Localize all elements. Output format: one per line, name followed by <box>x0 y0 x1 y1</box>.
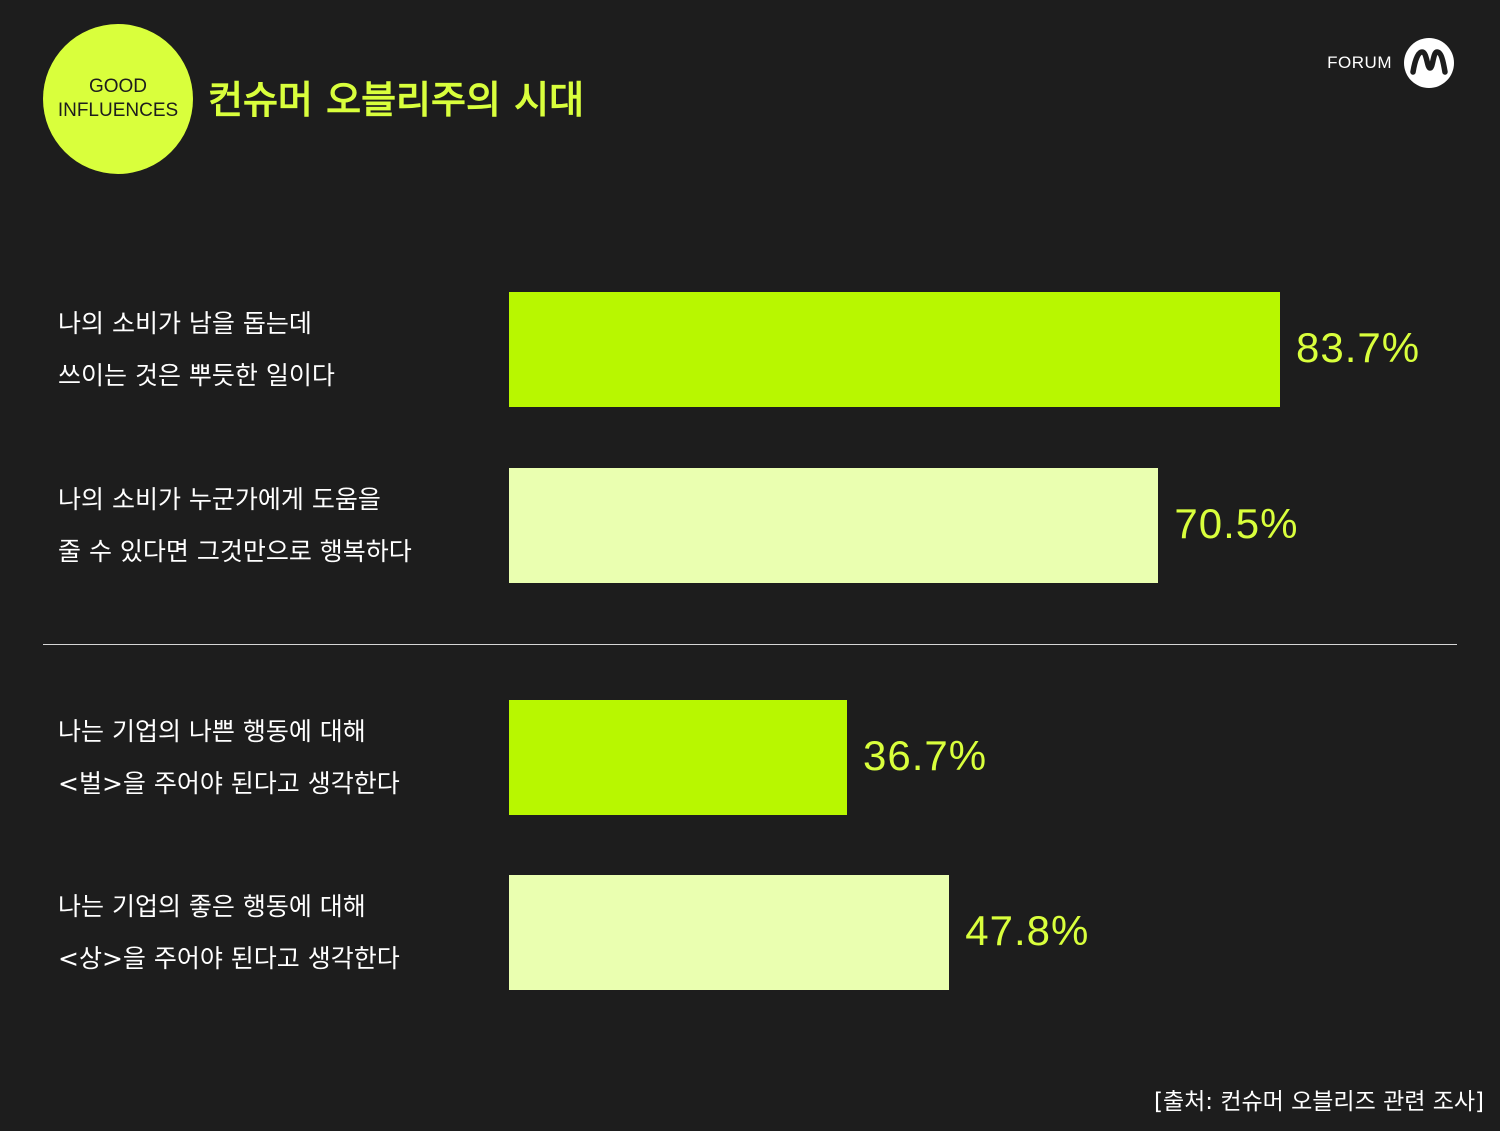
brand: FORUM <box>1327 38 1454 88</box>
value-label: 70.5% <box>1174 500 1299 547</box>
bar <box>509 292 1280 407</box>
category-label-line: 나는 기업의 좋은 행동에 대해 <box>58 892 366 921</box>
category-label-line: 나의 소비가 남을 돕는데 <box>58 309 312 338</box>
category-label-line: 쓰이는 것은 뿌듯한 일이다 <box>58 361 335 390</box>
badge-line-2: INFLUENCES <box>57 100 179 121</box>
category-label-line: 나는 기업의 나쁜 행동에 대해 <box>58 717 366 746</box>
value-label: 83.7% <box>1296 324 1421 371</box>
forum-m-logo-icon <box>1404 38 1454 88</box>
bar <box>509 468 1159 583</box>
source-note: [출처: 컨슈머 오블리즈 관련 조사] <box>1153 1089 1484 1115</box>
brand-text: FORUM <box>1327 53 1392 72</box>
good-influences-badge: GOOD INFLUENCES <box>43 24 193 174</box>
value-label: 36.7% <box>863 732 988 779</box>
value-label: 47.8% <box>965 907 1090 954</box>
category-label: 나는 기업의 좋은 행동에 대해 <상>을 주어야 된다고 생각한다 <box>58 881 498 985</box>
badge-line-1: GOOD <box>88 76 148 97</box>
category-label: 나는 기업의 나쁜 행동에 대해 <벌>을 주어야 된다고 생각한다 <box>58 706 498 810</box>
category-label-line: <상>을 주어야 된다고 생각한다 <box>58 944 400 973</box>
category-label-line: 줄 수 있다면 그것만으로 행복하다 <box>58 537 412 566</box>
page-title: 컨슈머 오블리주의 시대 <box>208 78 585 122</box>
bar <box>509 875 950 990</box>
category-label-line: <벌>을 주어야 된다고 생각한다 <box>58 769 400 798</box>
bar <box>509 700 848 815</box>
section-divider <box>43 644 1457 645</box>
category-label-line: 나의 소비가 누군가에게 도움을 <box>58 485 381 514</box>
